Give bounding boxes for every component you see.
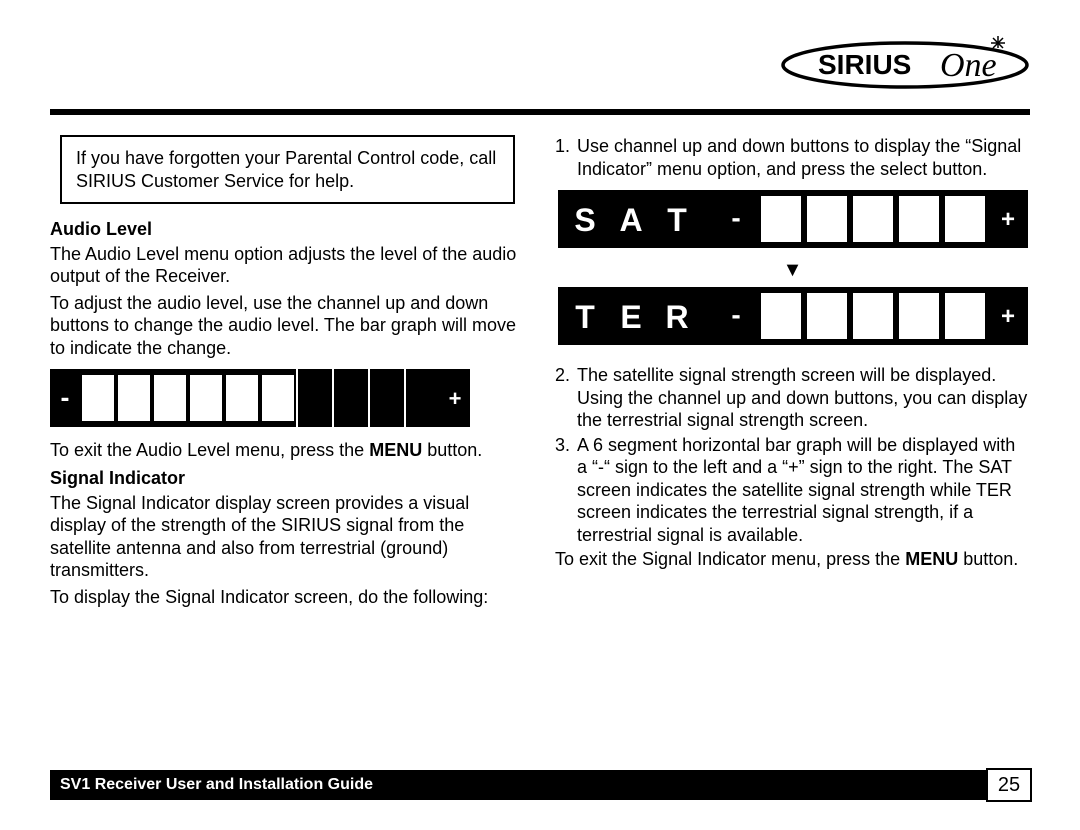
- svg-text:SIRIUS: SIRIUS: [818, 49, 911, 80]
- audio-exit-pre: To exit the Audio Level menu, press the: [50, 440, 369, 460]
- ter-bargraph: TER - +: [558, 287, 1028, 345]
- step-2: 2. The satellite signal strength screen …: [555, 364, 1030, 432]
- logo-area: SIRIUS One: [50, 30, 1030, 97]
- audio-level-p1: The Audio Level menu option adjusts the …: [50, 243, 525, 288]
- left-column: If you have forgotten your Parental Cont…: [50, 135, 525, 612]
- parental-note-box: If you have forgotten your Parental Cont…: [60, 135, 515, 204]
- step-1-num: 1.: [555, 135, 577, 180]
- audio-level-heading: Audio Level: [50, 218, 525, 241]
- sirius-one-logo: SIRIUS One: [780, 30, 1030, 92]
- signal-exit: To exit the Signal Indicator menu, press…: [555, 548, 1030, 571]
- svg-text:-: -: [61, 382, 70, 412]
- svg-text:+: +: [449, 386, 462, 411]
- svg-text:T: T: [575, 299, 595, 335]
- step-1: 1. Use channel up and down buttons to di…: [555, 135, 1030, 180]
- audio-level-p2: To adjust the audio level, use the chann…: [50, 292, 525, 360]
- step-3-num: 3.: [555, 434, 577, 547]
- audio-level-display: --+: [50, 369, 525, 433]
- down-arrow-icon: ▼: [783, 258, 803, 283]
- parental-note-text: If you have forgotten your Parental Cont…: [76, 148, 496, 191]
- content-columns: If you have forgotten your Parental Cont…: [50, 135, 1030, 612]
- audio-exit-post: button.: [422, 440, 482, 460]
- audio-level-exit: To exit the Audio Level menu, press the …: [50, 439, 525, 462]
- audio-exit-bold: MENU: [369, 440, 422, 460]
- svg-text:R: R: [665, 299, 688, 335]
- signal-indicator-p2: To display the Signal Indicator screen, …: [50, 586, 525, 609]
- signal-exit-post: button.: [958, 549, 1018, 569]
- step-1-text: Use channel up and down buttons to displ…: [577, 135, 1030, 180]
- svg-text:E: E: [620, 299, 641, 335]
- svg-text:-: -: [731, 299, 740, 330]
- footer-title: SV1 Receiver User and Installation Guide: [60, 776, 1020, 794]
- signal-display: SAT-+ ▼ TER-+: [555, 190, 1030, 350]
- svg-text:A: A: [619, 202, 642, 238]
- svg-text:+: +: [1000, 206, 1014, 233]
- signal-exit-bold: MENU: [905, 549, 958, 569]
- svg-text:T: T: [667, 202, 687, 238]
- signal-indicator-p1: The Signal Indicator display screen prov…: [50, 492, 525, 582]
- svg-text:S: S: [574, 202, 595, 238]
- step-3-text: A 6 segment horizontal bar graph will be…: [577, 434, 1030, 547]
- step-3: 3. A 6 segment horizontal bar graph will…: [555, 434, 1030, 547]
- page-number: 25: [986, 768, 1032, 802]
- right-column: 1. Use channel up and down buttons to di…: [555, 135, 1030, 612]
- footer-bar: SV1 Receiver User and Installation Guide…: [50, 770, 1030, 800]
- step-2-num: 2.: [555, 364, 577, 432]
- sat-bargraph: SAT - +: [558, 190, 1028, 248]
- svg-text:-: -: [731, 202, 740, 233]
- svg-text:+: +: [1000, 303, 1014, 330]
- signal-exit-pre: To exit the Signal Indicator menu, press…: [555, 549, 905, 569]
- header-divider: [50, 109, 1030, 115]
- audio-level-bargraph: --+: [50, 369, 470, 427]
- step-2-text: The satellite signal strength screen wil…: [577, 364, 1030, 432]
- signal-indicator-heading: Signal Indicator: [50, 467, 525, 490]
- svg-text:One: One: [940, 47, 997, 84]
